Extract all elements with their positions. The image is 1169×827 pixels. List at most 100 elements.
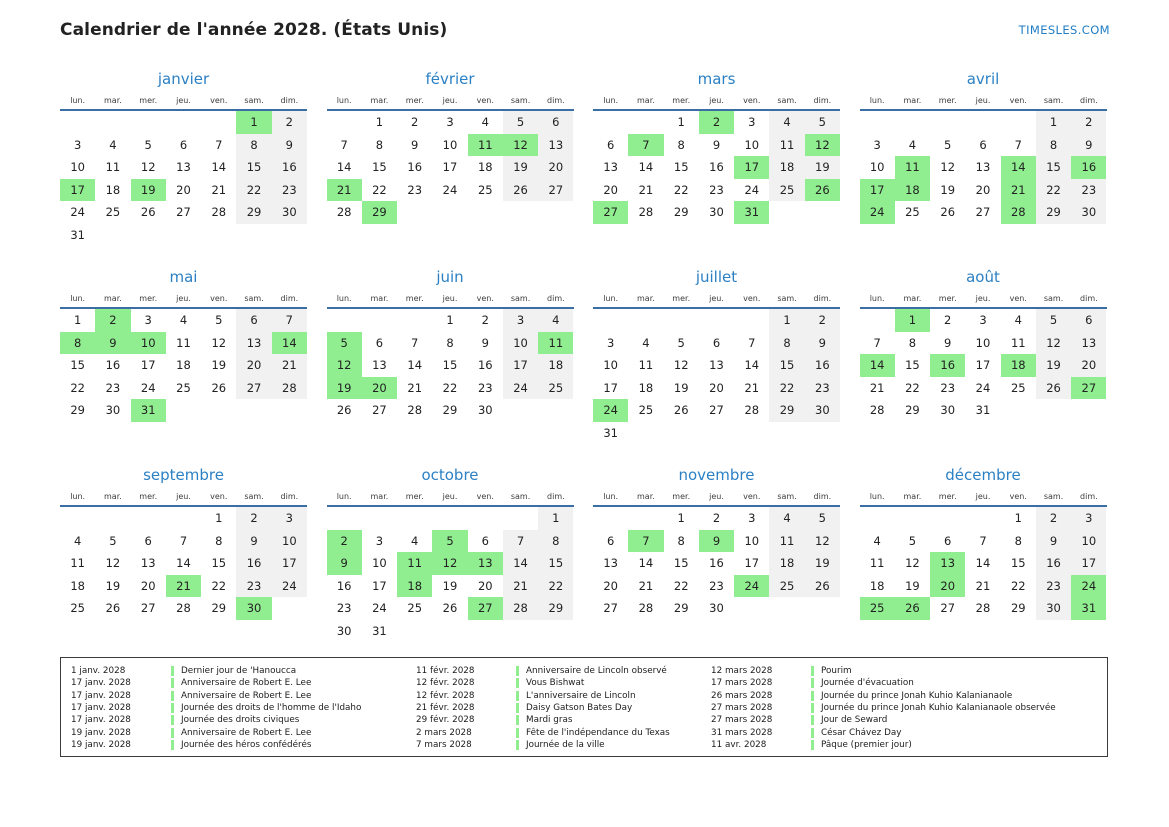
day-cell: 16: [1071, 156, 1107, 179]
legend-holiday-name: Journée du prince Jonah Kuhio Kalanianao…: [821, 690, 1013, 701]
empty-cell: [60, 111, 95, 134]
empty-cell: [1036, 399, 1071, 422]
month-title: août: [966, 268, 1000, 286]
empty-cell: [327, 309, 362, 332]
day-cell: 26: [940, 205, 956, 220]
legend-holiday-name: Journée du prince Jonah Kuhio Kalanianao…: [821, 702, 1056, 713]
day-cell: 15: [538, 552, 574, 575]
holiday-marker-icon: [171, 690, 174, 701]
day-cell: 18: [477, 160, 493, 175]
legend-row: 7 mars 2028 Journée de la ville: [416, 739, 711, 751]
day-cell: 17: [1071, 552, 1107, 575]
day-cell: 4: [769, 507, 805, 530]
month-days: 1 2 3 4 5 6 7 8 9 10 11 12 13 14 15 16 17 18 19 20 21 22 23 24 2…: [60, 309, 307, 422]
day-cell: 29: [1010, 601, 1026, 616]
empty-cell: [593, 507, 628, 530]
legend-row: 26 mars 2028 Journée du prince Jonah Kuhi…: [711, 690, 1099, 702]
empty-cell: [503, 507, 538, 530]
day-cell: 21: [975, 578, 991, 593]
empty-cell: [236, 224, 271, 247]
empty-cell: [930, 507, 965, 530]
legend-column: 12 mars 2028 Pourim 17 mars 2028 Journée d'…: [711, 665, 1099, 751]
empty-cell: [166, 224, 201, 247]
day-cell: 22: [673, 182, 689, 197]
weekday-label: jeu.: [709, 96, 724, 105]
weekday-label: lun.: [336, 294, 352, 303]
weekday-label: sam.: [1043, 96, 1064, 105]
weekday-label: jeu.: [975, 294, 991, 303]
weekday-label: dim.: [280, 96, 299, 105]
day-cell: 14: [271, 331, 307, 354]
day-cell: 25: [477, 182, 493, 197]
day-cell: 16: [709, 160, 724, 175]
day-cell: 31: [70, 227, 85, 242]
day-cell: 19: [211, 358, 227, 373]
empty-cell: [628, 422, 663, 445]
day-cell: 13: [467, 552, 503, 575]
day-cell: 24: [593, 399, 629, 422]
weekday-label: mar.: [104, 96, 122, 105]
weekday-label: dim.: [547, 96, 565, 105]
day-cell: 20: [975, 182, 991, 197]
day-cell: 30: [709, 601, 724, 616]
holiday-legend: 1 janv. 2028 Dernier jour de 'Hanoucca 17 …: [60, 657, 1108, 757]
day-cell: 29: [769, 399, 805, 422]
day-cell: 29: [538, 597, 574, 620]
empty-cell: [593, 111, 628, 134]
holiday-marker-icon: [171, 727, 174, 738]
empty-cell: [362, 309, 397, 332]
month-février: février lun. mar. mer. jeu. ven. sam. dim. 1 2 3 4 5…: [326, 70, 574, 246]
day-cell: 16: [477, 358, 493, 373]
weekday-label: sam.: [244, 96, 264, 105]
weekday-label: dim.: [813, 96, 832, 105]
day-cell: 24: [442, 182, 458, 197]
weekday-label: mer.: [672, 96, 691, 105]
day-cell: 20: [538, 156, 574, 179]
weekday-label: mer.: [405, 294, 424, 303]
day-cell: 6: [144, 533, 152, 548]
legend-holiday-name: Journée d'évacuation: [821, 678, 914, 689]
day-cell: 12: [326, 354, 362, 377]
month-janvier: janvier lun. mar. mer. jeu. ven. sam. dim. 1 2 3 4 5…: [60, 70, 307, 246]
day-cell: 23: [236, 574, 272, 597]
day-cell: 7: [873, 335, 881, 350]
day-cell: 16: [930, 354, 966, 377]
empty-cell: [272, 399, 307, 422]
day-cell: 4: [908, 137, 917, 152]
site-link[interactable]: TIMESLES.COM: [1018, 23, 1110, 37]
empty-cell: [236, 399, 271, 422]
day-cell: 8: [908, 335, 917, 350]
month-days: 1 2 3 4 5 6 7 8 9 10 11 12 13 14 15 16 17 18 19 20 21 22 23 24 2…: [60, 507, 307, 620]
weekday-label: dim.: [547, 294, 565, 303]
weekday-label: mar.: [903, 96, 922, 105]
empty-cell: [538, 201, 573, 224]
day-cell: 4: [642, 335, 650, 350]
day-cell: 5: [804, 111, 840, 134]
holiday-marker-icon: [811, 690, 814, 701]
day-cell: 23: [1035, 574, 1072, 597]
day-cell: 18: [638, 380, 654, 395]
day-cell: 28: [975, 601, 991, 616]
day-cell: 15: [673, 160, 689, 175]
empty-cell: [397, 309, 432, 332]
empty-cell: [397, 507, 432, 530]
day-cell: 6: [179, 137, 188, 152]
day-cell: 16: [804, 354, 840, 377]
holiday-marker-icon: [811, 739, 814, 750]
day-cell: 30: [940, 403, 956, 418]
day-cell: 25: [538, 376, 574, 399]
day-cell: 12: [940, 160, 956, 175]
day-cell: 17: [502, 354, 539, 377]
day-cell: 11: [467, 133, 503, 156]
day-cell: 9: [712, 137, 721, 152]
empty-cell: [503, 201, 538, 224]
day-cell: 20: [236, 354, 272, 377]
month-mai: mai lun. mar. mer. jeu. ven. sam. dim. 1 2 3 4 5 6 7 8 9…: [60, 268, 307, 444]
day-cell: 23: [709, 578, 724, 593]
legend-holiday-name: Pâque (premier jour): [821, 739, 912, 750]
day-cell: 30: [477, 403, 493, 418]
weekday-label: dim.: [1080, 492, 1098, 501]
empty-cell: [699, 422, 734, 445]
holiday-marker-icon: [516, 678, 519, 689]
